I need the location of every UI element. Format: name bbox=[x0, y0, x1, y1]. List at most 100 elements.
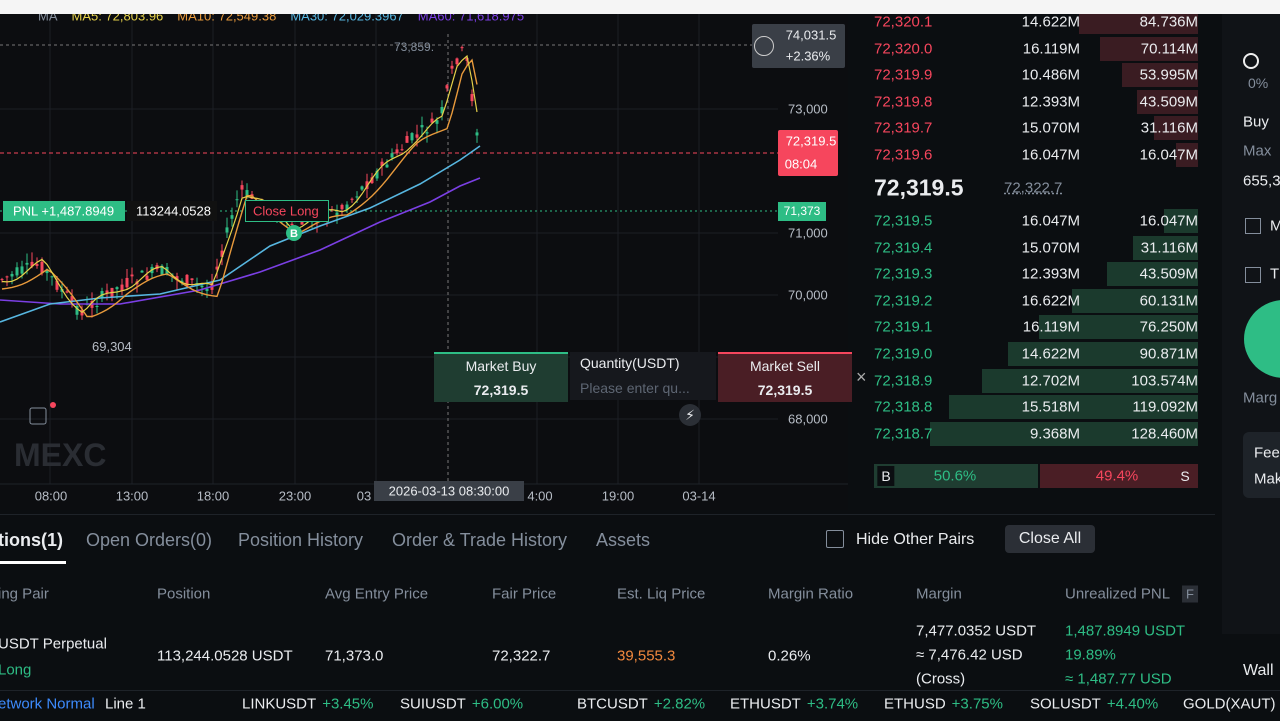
ticker-symbol: ETHUSD bbox=[884, 695, 946, 713]
depth-bar bbox=[981, 368, 1198, 393]
buy-marker: B bbox=[290, 228, 298, 240]
cell-pnl: 1,487.8949 USDT bbox=[1065, 622, 1186, 640]
book-amount: 12.702M bbox=[1021, 372, 1080, 390]
book-amount: 12.393M bbox=[1021, 93, 1080, 111]
candle-body bbox=[445, 85, 449, 89]
candle-body bbox=[10, 273, 14, 277]
side-slider-knob[interactable] bbox=[1243, 53, 1259, 69]
ticker-symbol: BTCUSDT bbox=[577, 695, 648, 713]
positions-tab[interactable]: Open Orders(0) bbox=[86, 530, 213, 550]
book-amount: 15.070M bbox=[1021, 119, 1080, 137]
side-fee: Fee bbox=[1254, 444, 1280, 462]
market-buy-label: Market Buy bbox=[465, 358, 537, 374]
y-tick-label: 68,000 bbox=[788, 411, 828, 427]
candle-body bbox=[125, 277, 129, 288]
cell-liq-price: 39,555.3 bbox=[617, 647, 676, 665]
flash-icon[interactable]: ⚡ bbox=[679, 404, 701, 426]
candle-body bbox=[350, 198, 354, 200]
crosshair-time: 2026-03-13 08:30:00 bbox=[388, 483, 510, 499]
candle-body bbox=[465, 57, 469, 61]
candle-body bbox=[335, 212, 339, 217]
candle-body bbox=[200, 285, 204, 288]
book-price: 72,319.7 bbox=[874, 119, 933, 137]
zoom-icon[interactable] bbox=[754, 36, 774, 56]
book-total: 53.995M bbox=[1139, 66, 1198, 84]
market-sell-button[interactable] bbox=[718, 352, 852, 402]
candle-body bbox=[75, 305, 79, 315]
depth-bar bbox=[1038, 315, 1198, 340]
hide-pairs-checkbox[interactable] bbox=[826, 530, 844, 548]
close-long-button[interactable] bbox=[245, 200, 329, 222]
watermark: MEXC bbox=[14, 437, 106, 473]
close-all-button[interactable] bbox=[1005, 525, 1095, 553]
candle-body bbox=[450, 65, 454, 69]
buy-marker-dot bbox=[286, 225, 302, 241]
network-status: etwork Normal bbox=[0, 695, 95, 713]
positions-tab[interactable]: Assets bbox=[596, 530, 651, 550]
close-icon[interactable]: × bbox=[856, 367, 867, 387]
market-sell-price: 72,319.5 bbox=[757, 382, 813, 398]
positions-tab[interactable]: tions(1) bbox=[0, 530, 63, 550]
positions-tab[interactable]: Position History bbox=[238, 530, 364, 550]
ticker-change: +3.75% bbox=[951, 695, 1003, 713]
candle-body bbox=[215, 266, 219, 270]
depth-bar bbox=[1008, 342, 1198, 366]
book-total: 43.509M bbox=[1139, 93, 1198, 111]
candle-body bbox=[370, 177, 374, 184]
cell-pair: USDT Perpetual bbox=[0, 635, 107, 653]
x-tick-label: 08:00 bbox=[34, 488, 68, 504]
candle-body bbox=[380, 161, 384, 166]
last-price-tag: 72,319.5 bbox=[785, 133, 837, 149]
buy-ratio: 50.6% bbox=[933, 467, 977, 485]
candle-body bbox=[340, 204, 344, 210]
candle-body bbox=[120, 284, 124, 291]
candle-body bbox=[460, 47, 464, 49]
candle-body bbox=[240, 185, 244, 190]
side-amount: 655,3 bbox=[1243, 172, 1280, 190]
book-price: 72,318.8 bbox=[874, 398, 933, 416]
candle-body bbox=[25, 262, 29, 265]
column-header: Margin bbox=[916, 585, 962, 603]
book-total: 16.047M bbox=[1139, 212, 1198, 230]
ticker-change: +3.45% bbox=[322, 695, 374, 713]
book-price: 72,319.1 bbox=[874, 318, 933, 336]
market-buy-button[interactable] bbox=[434, 352, 568, 402]
candle-body bbox=[5, 276, 9, 278]
quantity-label: Quantity(USDT) bbox=[580, 355, 680, 371]
ticker-symbol: SOLUSDT bbox=[1030, 695, 1101, 713]
candle-body bbox=[235, 199, 239, 201]
calendar-icon[interactable] bbox=[29, 407, 47, 425]
candle-body bbox=[290, 223, 294, 226]
chart-canvas: B 69,304 73,859. MEXC bbox=[0, 14, 848, 485]
candle-body bbox=[225, 227, 229, 233]
candle-body bbox=[220, 250, 224, 257]
quantity-field[interactable] bbox=[570, 352, 716, 400]
market-sell-label: Market Sell bbox=[749, 358, 821, 374]
depth-summary-buy bbox=[874, 464, 1038, 488]
candle-body bbox=[410, 133, 414, 141]
high-label: 73,859. bbox=[394, 40, 434, 54]
candle-body bbox=[420, 125, 424, 128]
candle-body bbox=[20, 266, 24, 274]
candle-body bbox=[435, 120, 439, 124]
candle-body bbox=[50, 276, 54, 278]
ticker-change: +4.40% bbox=[1106, 695, 1159, 713]
book-amount: 16.622M bbox=[1021, 292, 1080, 310]
market-buy-price: 72,319.5 bbox=[473, 382, 529, 398]
side-option: T bbox=[1270, 265, 1280, 283]
depth-bar bbox=[1122, 63, 1198, 88]
book-total: 31.116M bbox=[1140, 239, 1198, 257]
candle-body bbox=[190, 278, 194, 281]
y-tick-label: 71,000 bbox=[788, 225, 828, 241]
candle-body bbox=[230, 215, 234, 219]
chart-panel bbox=[0, 14, 848, 510]
sell-ratio: 49.4% bbox=[1095, 467, 1139, 485]
positions-tab[interactable]: Order & Trade History bbox=[392, 530, 568, 550]
book-total: 16.047M bbox=[1139, 146, 1198, 164]
column-header: Position bbox=[157, 585, 211, 603]
side-checkbox-m[interactable] bbox=[1245, 218, 1261, 234]
candle-body bbox=[375, 170, 379, 179]
candle-body bbox=[475, 132, 479, 136]
x-tick-label: 18:00 bbox=[196, 488, 230, 504]
side-checkbox-t[interactable] bbox=[1245, 267, 1261, 283]
